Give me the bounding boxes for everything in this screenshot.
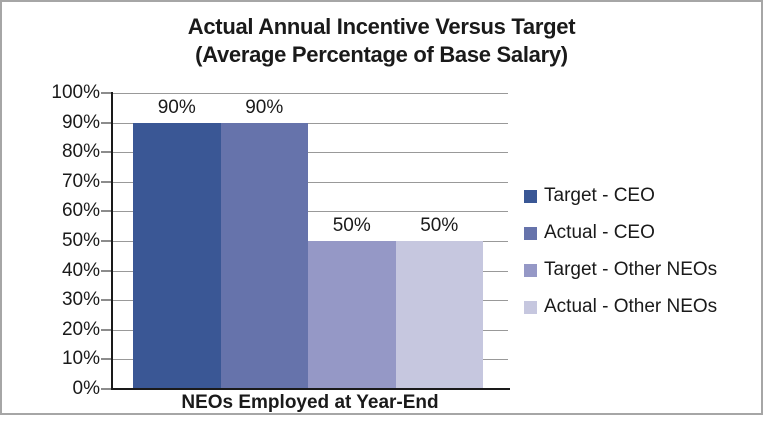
legend-swatch-icon [524, 226, 537, 240]
y-axis-label-40: 40% [61, 260, 100, 281]
legend-label: Actual - CEO [544, 222, 655, 243]
legend-label: Target - Other NEOs [544, 259, 718, 280]
y-axis-tick-80 [101, 151, 111, 153]
y-axis-label-70: 70% [61, 171, 100, 192]
legend-label: Target - CEO [544, 185, 655, 206]
y-axis-tick-40 [101, 270, 111, 272]
y-axis-tick-20 [101, 329, 111, 331]
legend: Target - CEO Actual - CEO Target - Other N… [524, 184, 717, 332]
y-axis-label-50: 50% [61, 230, 100, 251]
chart-title: Actual Annual Incentive Versus Target (A… [0, 13, 763, 69]
bar-target-ceo [133, 122, 221, 389]
gridline-90 [112, 123, 508, 124]
gridline-60 [112, 211, 508, 212]
legend-item-0: Target - CEO [524, 184, 717, 208]
y-axis-tick-50 [101, 240, 111, 242]
y-axis-label-30: 30% [61, 289, 100, 310]
chart-title-line1: Actual Annual Incentive Versus Target [187, 14, 576, 39]
y-axis-label-100: 100% [51, 82, 100, 103]
legend-item-1: Actual - CEO [524, 221, 717, 245]
y-axis-label-20: 20% [61, 319, 100, 340]
y-axis-label-0: 0% [72, 378, 100, 399]
bar-value-label-1: 90% [245, 96, 284, 118]
legend-item-3: Actual - Other NEOs [524, 295, 717, 319]
x-axis-line [111, 388, 510, 390]
legend-swatch-icon [524, 189, 537, 203]
bar-actual-other-neos [395, 241, 483, 389]
legend-swatch-icon [524, 300, 537, 314]
legend-label: Actual - Other NEOs [544, 296, 718, 317]
y-axis-label-90: 90% [61, 112, 100, 133]
y-axis-tick-100 [101, 92, 111, 94]
x-axis-category-label: NEOs Employed at Year-End [181, 392, 439, 413]
bar-actual-ceo [220, 122, 308, 389]
y-axis-label-10: 10% [61, 348, 100, 369]
y-axis-label-80: 80% [61, 141, 100, 162]
chart-title-line2: (Average Percentage of Base Salary) [195, 42, 568, 67]
bar-target-other-neos [308, 241, 396, 389]
bar-value-label-3: 50% [420, 215, 459, 236]
gridline-70 [112, 182, 508, 183]
legend-swatch-icon [524, 263, 537, 277]
y-axis-tick-0 [101, 388, 111, 390]
y-axis-label-60: 60% [61, 200, 100, 221]
gridline-100 [112, 93, 508, 94]
y-axis-tick-60 [101, 210, 111, 212]
legend-item-2: Target - Other NEOs [524, 258, 717, 282]
y-axis-tick-30 [101, 299, 111, 301]
y-axis-line [111, 92, 113, 390]
y-axis-tick-10 [101, 358, 111, 360]
bar-value-label-0: 90% [157, 96, 196, 118]
gridline-80 [112, 152, 508, 153]
y-axis-tick-90 [101, 122, 111, 124]
y-axis-tick-70 [101, 181, 111, 183]
bar-value-label-2: 50% [332, 215, 371, 236]
